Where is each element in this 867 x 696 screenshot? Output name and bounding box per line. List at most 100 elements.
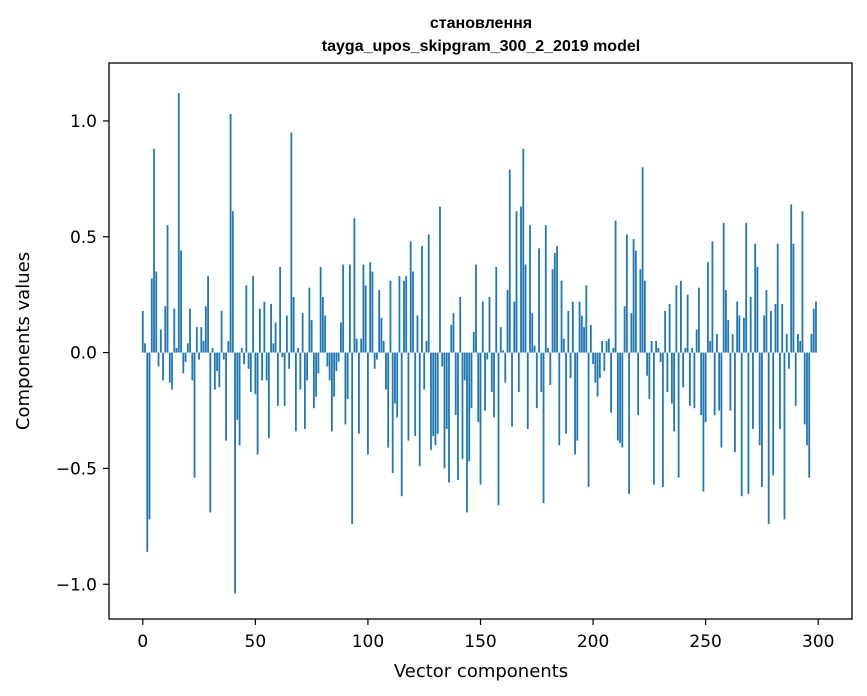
bar [695, 329, 698, 353]
bar [553, 252, 556, 353]
bar [711, 241, 714, 353]
bar [159, 329, 162, 353]
bar [218, 352, 221, 388]
bar [747, 352, 750, 494]
bar [524, 264, 527, 353]
bar [353, 218, 356, 353]
bar [556, 246, 558, 353]
bar [799, 341, 802, 353]
bar [587, 352, 590, 487]
bar [540, 352, 543, 392]
bar [436, 352, 439, 434]
bar [725, 290, 727, 353]
bar [520, 206, 522, 353]
bar [148, 352, 151, 520]
bar [461, 352, 464, 460]
bar [794, 352, 797, 406]
bar [166, 225, 169, 353]
bar [497, 352, 500, 506]
bar [815, 301, 817, 353]
bar [650, 341, 653, 353]
bar [571, 301, 574, 353]
bar [506, 290, 509, 353]
bar [216, 352, 218, 372]
bar [529, 225, 531, 353]
bar [578, 301, 581, 353]
bar [707, 262, 709, 353]
bar [243, 352, 245, 365]
bar [405, 276, 408, 353]
bar [761, 352, 763, 487]
bar [360, 338, 363, 353]
y-axis-ticks: −1.0 −0.5 0.0 0.5 1.0 [56, 112, 109, 595]
bar [574, 352, 576, 455]
bar [603, 352, 606, 372]
bar [758, 352, 761, 446]
bar [258, 308, 261, 353]
bar [504, 352, 507, 383]
bar [380, 317, 383, 353]
y-tick-label: −1.0 [56, 575, 97, 595]
bar [153, 148, 155, 353]
bar [369, 262, 372, 353]
bar [605, 341, 608, 353]
bar [477, 352, 480, 423]
bar [396, 352, 399, 418]
bar [418, 352, 421, 467]
bar [808, 352, 811, 478]
bar [596, 352, 599, 397]
bar [709, 341, 712, 353]
bar [344, 352, 347, 425]
bar [211, 347, 214, 353]
bar [740, 352, 743, 497]
bar [743, 317, 745, 353]
bar [432, 352, 435, 436]
bar [385, 352, 387, 390]
chart-title-line-2: tayga_upos_skipgram_300_2_2019 model [322, 38, 640, 55]
bar [734, 352, 736, 453]
bar [580, 315, 583, 353]
bar [276, 352, 279, 406]
bar [324, 315, 327, 353]
bar [670, 352, 673, 404]
bar [270, 303, 273, 353]
bar [468, 352, 471, 462]
bar [776, 243, 779, 353]
bar [416, 315, 419, 353]
bar [551, 269, 554, 353]
bar [803, 352, 806, 425]
bar [625, 234, 628, 353]
bar [646, 352, 649, 376]
y-tick-label: 1.0 [70, 112, 97, 132]
x-tick-label: 200 [577, 632, 609, 652]
bar [765, 290, 768, 353]
bar [285, 315, 288, 353]
bar [682, 352, 685, 388]
bar [569, 352, 572, 379]
bar [182, 352, 185, 374]
bar [538, 248, 540, 353]
bar [236, 352, 239, 420]
bar [358, 352, 360, 434]
chart-title-line-1: становлення [430, 15, 532, 32]
bar [331, 352, 333, 432]
bar [774, 303, 777, 353]
bar [443, 352, 446, 469]
bar [407, 352, 410, 441]
bar [632, 239, 635, 353]
bar [254, 352, 257, 395]
bar [387, 352, 390, 448]
bar [328, 352, 331, 381]
bar [191, 352, 194, 381]
bar [441, 352, 444, 367]
bar [249, 352, 252, 392]
bar [231, 211, 234, 353]
bar [171, 352, 173, 390]
bar [308, 287, 311, 353]
bar [319, 266, 322, 353]
bar [213, 352, 216, 390]
bar [382, 341, 385, 353]
bar [146, 352, 149, 552]
bar [806, 352, 808, 446]
